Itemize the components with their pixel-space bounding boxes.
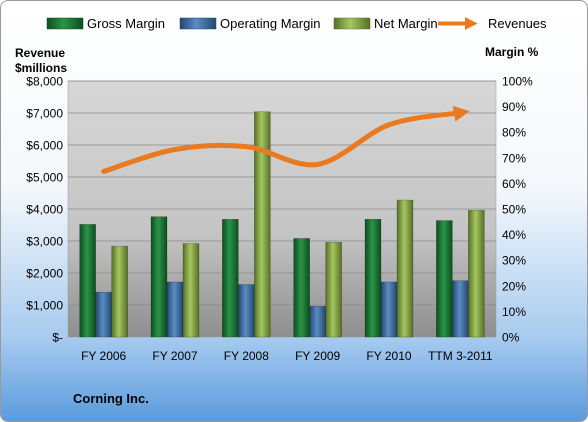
y-left-tick-label: $8,000 <box>26 75 63 89</box>
legend-item-net-margin: Net Margin <box>333 16 438 31</box>
y-left-tick-label: $2,000 <box>26 267 63 281</box>
x-tick-label: FY 2009 <box>295 349 340 363</box>
bar-operating-margin <box>380 281 398 338</box>
legend-swatch-net-margin <box>333 17 371 30</box>
legend-label-operating-margin: Operating Margin <box>220 16 320 31</box>
legend-item-revenues: Revenues <box>438 16 547 31</box>
bar-net-margin <box>468 210 485 338</box>
y-right-tick-label: 60% <box>502 177 526 191</box>
legend-label-net-margin: Net Margin <box>374 16 438 31</box>
bar-gross-margin <box>222 218 239 338</box>
x-tick-label: FY 2010 <box>366 349 411 363</box>
y-right-tick-label: 40% <box>502 228 526 242</box>
bar-net-margin <box>325 242 342 338</box>
bar-net-margin <box>111 245 128 338</box>
y-right-tick-label: 90% <box>502 100 526 114</box>
x-axis: FY 2006 FY 2007 FY 2008 FY 2009 FY 2010 TTM 3… <box>81 349 493 363</box>
bar-operating-margin <box>452 280 469 338</box>
y-left-tick-label: $7,000 <box>26 107 63 121</box>
y-left-tick-label: $1,000 <box>26 299 63 313</box>
x-tick-label: FY 2008 <box>224 349 269 363</box>
legend-swatch-operating-margin <box>179 17 217 30</box>
y-right-axis-title: Margin % <box>485 45 539 59</box>
y-right-tick-label: 80% <box>502 126 526 140</box>
bar-operating-margin <box>238 284 255 338</box>
bar-operating-margin <box>95 291 112 338</box>
x-tick-label: FY 2007 <box>152 349 197 363</box>
y-right-tick-label: 30% <box>502 254 526 268</box>
legend-label-gross-margin: Gross Margin <box>87 16 165 31</box>
y-left-tick-label: $- <box>52 331 63 345</box>
y-left-tick-label: $3,000 <box>26 235 63 249</box>
bar-gross-margin <box>79 224 96 338</box>
legend-swatch-gross-margin <box>46 17 84 30</box>
y-left-axis-title-line2: $millions <box>15 61 67 75</box>
y-left-tick-label: $6,000 <box>26 139 63 153</box>
line-series-group <box>101 105 470 174</box>
bar-series-group <box>79 111 485 338</box>
x-tick-label: TTM 3-2011 <box>428 349 493 363</box>
y-left-tick-label: $4,000 <box>26 203 63 217</box>
y-right-tick-label: 0% <box>502 331 520 345</box>
legend-item-gross-margin: Gross Margin <box>46 16 165 31</box>
bar-operating-margin <box>166 281 184 338</box>
y-right-axis: 0% 10% 20% 30% 40% 50% 60% 70% 80% 90% 100% <box>502 75 533 345</box>
bar-gross-margin <box>364 218 382 338</box>
gridlines <box>68 80 496 306</box>
legend: Gross Margin Operating Margin Net Margin… <box>46 16 547 31</box>
line-revenues <box>101 105 470 174</box>
bar-gross-margin <box>150 216 168 338</box>
bar-gross-margin <box>436 220 453 338</box>
legend-label-revenues: Revenues <box>488 16 547 31</box>
y-right-tick-label: 100% <box>502 75 533 89</box>
bar-gross-margin <box>293 238 310 338</box>
bar-net-margin <box>254 111 271 338</box>
y-right-tick-label: 10% <box>502 305 526 319</box>
y-right-tick-label: 20% <box>502 279 526 293</box>
bar-net-margin <box>396 199 414 338</box>
x-tick-label: FY 2006 <box>81 349 126 363</box>
bar-net-margin <box>182 243 200 338</box>
y-left-axis-title-line1: Revenue <box>15 46 65 60</box>
y-left-axis: $- $1,000 $2,000 $3,000 $4,000 $5,000 $6,000 $7… <box>26 75 63 345</box>
legend-item-operating-margin: Operating Margin <box>179 16 320 31</box>
y-right-tick-label: 50% <box>502 203 526 217</box>
y-left-tick-label: $5,000 <box>26 171 63 185</box>
y-right-tick-label: 70% <box>502 151 526 165</box>
company-label: Corning Inc. <box>73 391 149 406</box>
bar-operating-margin <box>309 306 326 338</box>
